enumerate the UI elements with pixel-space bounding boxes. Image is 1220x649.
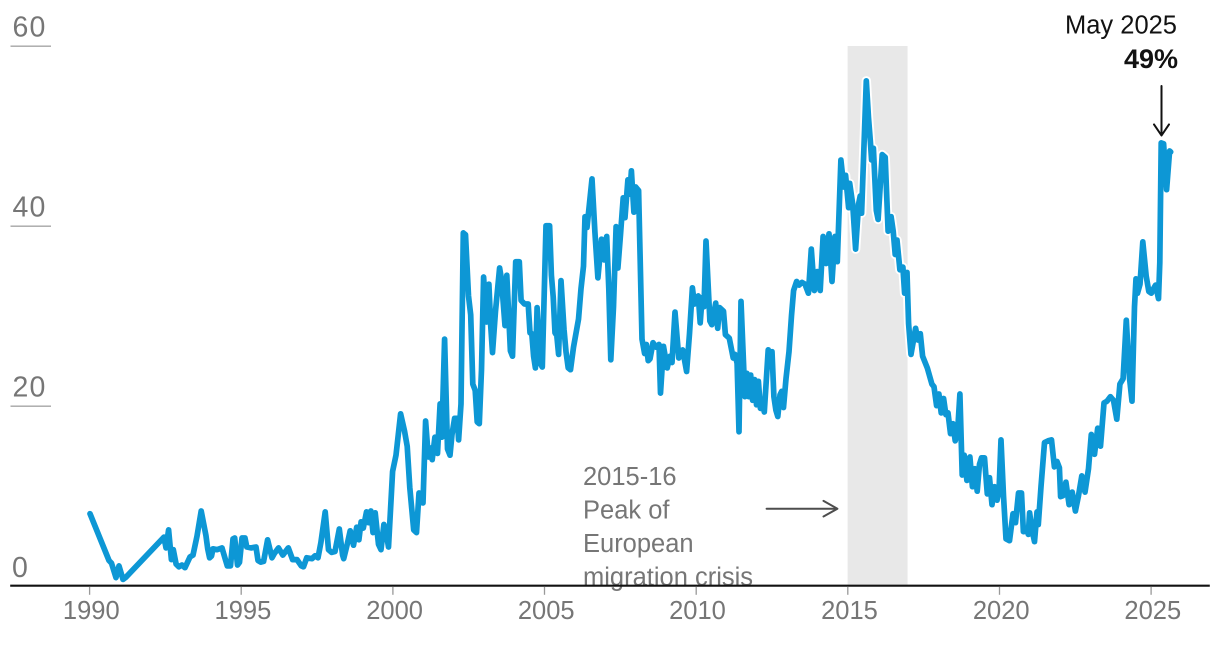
svg-text:Peak of: Peak of <box>583 497 670 525</box>
svg-text:migration crisis: migration crisis <box>583 564 753 592</box>
svg-text:20: 20 <box>13 372 47 404</box>
svg-text:2015: 2015 <box>821 597 878 625</box>
svg-text:2015-16: 2015-16 <box>583 463 677 491</box>
svg-text:2020: 2020 <box>973 597 1030 625</box>
svg-text:European: European <box>583 530 694 558</box>
svg-text:2000: 2000 <box>366 597 423 625</box>
svg-text:49%: 49% <box>1124 44 1178 74</box>
svg-text:1995: 1995 <box>215 597 272 625</box>
svg-text:2025: 2025 <box>1124 597 1181 625</box>
svg-text:0: 0 <box>12 552 28 584</box>
svg-text:2005: 2005 <box>518 597 575 625</box>
svg-text:1990: 1990 <box>63 597 120 625</box>
svg-text:2010: 2010 <box>669 597 726 625</box>
svg-text:May 2025: May 2025 <box>1065 12 1177 40</box>
svg-text:40: 40 <box>13 192 47 224</box>
svg-text:60: 60 <box>13 12 47 44</box>
